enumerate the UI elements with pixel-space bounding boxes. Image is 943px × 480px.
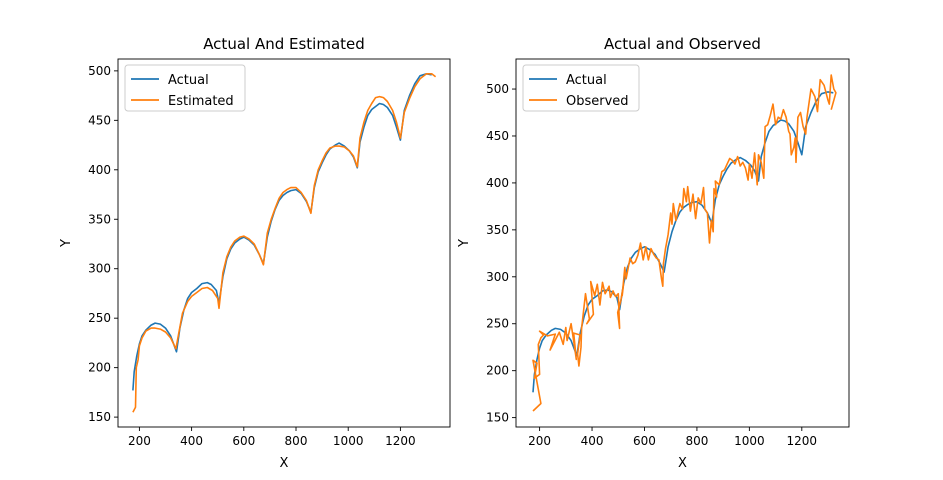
y-tick-label: 500 <box>88 64 111 78</box>
right-chart-panel: 200 400 600 800 1000 1200 150 200 250 300 350 400 45… <box>457 35 850 471</box>
y-tick-label: 350 <box>486 223 509 237</box>
series-line-observed <box>532 74 837 412</box>
x-tick-label: 200 <box>528 434 551 448</box>
y-tick-label: 450 <box>88 113 111 127</box>
y-tick-label: 350 <box>88 212 111 226</box>
series-group <box>132 73 437 413</box>
y-axis-label: Y <box>59 239 74 248</box>
legend-label-actual: Actual <box>168 73 209 88</box>
y-tick-label: 450 <box>486 129 509 143</box>
x-axis-label: X <box>280 456 289 471</box>
x-tick-label: 800 <box>685 434 708 448</box>
x-tick-label: 400 <box>180 434 203 448</box>
x-tick-label: 1200 <box>385 434 416 448</box>
x-axis-label: X <box>678 456 687 471</box>
chart-title: Actual and Observed <box>604 35 761 53</box>
left-chart-panel: 200 400 600 800 1000 1200 150 200 250 300 350 400 45… <box>59 35 451 471</box>
series-line-estimated <box>132 73 437 413</box>
x-tick-label: 600 <box>232 434 255 448</box>
legend-label-estimated: Estimated <box>168 94 234 109</box>
y-tick-label: 300 <box>88 262 111 276</box>
y-tick-label: 150 <box>486 411 509 425</box>
y-tick-label: 200 <box>88 361 111 375</box>
x-tick-label: 1000 <box>333 434 364 448</box>
y-tick-label: 200 <box>486 364 509 378</box>
y-tick-label: 150 <box>88 410 111 424</box>
x-tick-label: 200 <box>128 434 151 448</box>
legend-label-observed: Observed <box>566 94 629 109</box>
legend: Actual Observed <box>522 64 640 112</box>
y-tick-label: 400 <box>486 176 509 190</box>
x-tick-label: 1200 <box>787 434 818 448</box>
chart-title: Actual And Estimated <box>203 35 365 53</box>
y-tick-label: 400 <box>88 163 111 177</box>
y-tick-label: 300 <box>486 270 509 284</box>
series-group <box>532 74 837 412</box>
x-tick-label: 400 <box>581 434 604 448</box>
y-tick-label: 250 <box>88 311 111 325</box>
x-tick-label: 1000 <box>734 434 765 448</box>
legend: Actual Estimated <box>124 64 246 112</box>
x-tick-label: 600 <box>633 434 656 448</box>
y-tick-label: 250 <box>486 317 509 331</box>
y-axis-label: Y <box>457 239 472 248</box>
legend-label-actual: Actual <box>566 73 607 88</box>
axes-frame <box>515 58 850 428</box>
y-tick-label: 500 <box>486 82 509 96</box>
axes-frame <box>117 58 451 428</box>
x-tick-label: 800 <box>285 434 308 448</box>
